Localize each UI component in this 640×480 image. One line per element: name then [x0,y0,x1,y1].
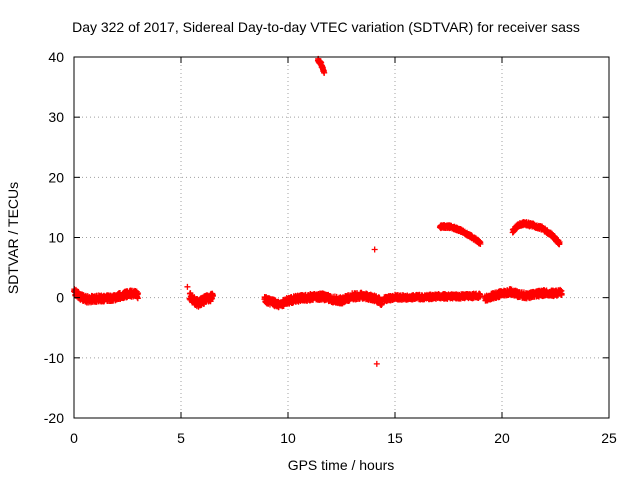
y-tick-label-6: 40 [48,49,64,65]
y-axis-label: SDTVAR / TECUs [5,182,21,294]
series-0-segment-1 [186,290,216,310]
x-tick-label-0: 0 [70,430,78,446]
x-tick-label-4: 20 [494,430,510,446]
series-0-segment-7 [509,219,563,248]
data-point [321,69,328,76]
chart-title: Day 322 of 2017, Sidereal Day-to-day VTE… [72,19,580,35]
x-axis-label: GPS time / hours [288,457,395,473]
grid [74,57,609,418]
data-point [209,292,216,299]
y-tick-label-5: 30 [48,109,64,125]
y-tick-label-2: 0 [56,290,64,306]
series-0-segment-2 [261,289,385,311]
series-0-segment-6 [436,222,484,248]
y-tick-label-1: -10 [44,350,64,366]
isolated-point-0 [371,246,378,253]
x-tick-label-5: 25 [601,430,617,446]
data-point [135,290,142,297]
x-tick-label-1: 5 [177,430,185,446]
series-0-segment-0 [71,286,142,306]
x-tick-label-2: 10 [280,430,296,446]
series-0-segment-3 [381,290,484,305]
isolated-point-2 [184,283,191,290]
y-axis: -20 -10 0 10 20 30 40 [44,49,609,426]
data-point [134,295,141,302]
isolated-point-1 [373,360,380,367]
x-axis: 0 5 10 15 20 25 [70,57,617,446]
x-tick-label-3: 15 [387,430,403,446]
series-0-segment-4 [481,286,565,304]
y-tick-label-0: -20 [44,410,64,426]
data-point [378,301,385,308]
y-tick-label-3: 10 [48,230,64,246]
data-point [556,238,563,245]
series-0-segment-5 [314,55,328,76]
data-points [71,55,565,367]
data-point [477,241,484,248]
y-tick-label-4: 20 [48,169,64,185]
data-point [558,290,565,297]
